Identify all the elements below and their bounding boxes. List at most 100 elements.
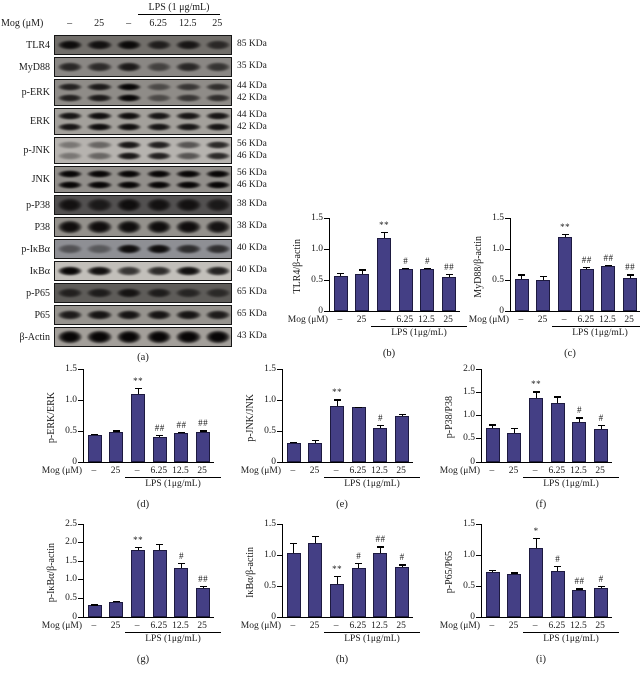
charts-row-ghi: p-IκBα/β-actin 0 0.5 1.0 1.5 2.0 2.5 ** # ## Mog (… <box>0 519 640 665</box>
blot-band <box>56 330 83 344</box>
error-bar <box>489 424 497 429</box>
bar <box>601 266 616 311</box>
bar-wrapper: ## <box>569 524 589 617</box>
panel-letter: (b) <box>382 348 396 359</box>
significance-label: ## <box>444 261 455 272</box>
error-bar <box>539 275 547 280</box>
error-bar <box>554 396 562 403</box>
bar-wrapper <box>85 524 105 617</box>
significance-label: # <box>555 553 561 564</box>
bar <box>594 588 609 617</box>
bars-group: * # ## # <box>482 524 612 617</box>
bar-chart-panel-h: IκBα/β-actin 0 0.5 1.0 1.5 ** # ## # Mog (μM) –25–… <box>241 519 420 665</box>
y-tick-mark <box>277 368 283 370</box>
blot-band <box>145 39 172 51</box>
blot-band <box>116 309 143 321</box>
bar-wrapper: ** <box>374 218 394 311</box>
x-category-label: 6.25 <box>349 621 367 631</box>
significance-label: ## <box>603 253 614 264</box>
bar <box>507 574 522 617</box>
blot-header: LPS (1 μg/mL) Mog (μM) – 25 – 6.25 12.5 25 <box>0 2 292 35</box>
y-tick-mark <box>505 310 511 312</box>
blot-band <box>175 123 202 131</box>
lps-group-label: LPS (1μg/mL) <box>523 477 619 489</box>
lps-group-row: LPS (1μg/mL) <box>83 477 221 494</box>
y-tick-label: 0 <box>72 456 77 467</box>
blot-band <box>116 112 143 120</box>
blot-protein-label: p-ERK <box>21 87 50 98</box>
y-axis-title-text: p-JNK/JNK <box>245 393 256 442</box>
significance-label: ** <box>379 220 390 231</box>
y-tick-mark <box>78 579 84 581</box>
x-category-label: – <box>380 315 386 325</box>
blot-strip <box>54 305 232 325</box>
blot-strip <box>54 108 232 135</box>
x-category-label: 25 <box>443 315 453 325</box>
blot-band <box>56 287 83 299</box>
x-category-label: 12.5 <box>371 466 388 476</box>
error-bar <box>489 569 497 573</box>
blot-band <box>86 170 113 178</box>
bar-wrapper <box>305 369 325 462</box>
bar-wrapper <box>106 524 126 617</box>
lps-group-row: LPS (1μg/mL) <box>83 632 221 649</box>
error-bar <box>583 266 591 269</box>
blot-band <box>175 330 202 344</box>
dose-label: 12.5 <box>178 18 197 29</box>
plot-area: 0 0.5 1.0 1.5 2.0 2.5 ** # ## <box>65 519 214 621</box>
bar <box>87 435 102 462</box>
bar <box>572 590 587 617</box>
kda-label: 38 KDa <box>232 221 267 232</box>
x-axis-labels: Mog (μM) –25–6.25 12.5 25 <box>42 621 213 631</box>
y-tick-mark <box>78 560 84 562</box>
bar <box>174 567 189 617</box>
blot-band <box>116 243 143 255</box>
bar <box>550 402 565 462</box>
blot-band <box>205 83 231 91</box>
blot-band <box>116 141 143 149</box>
kda-label: 44 KDa 42 KDa <box>232 81 267 104</box>
significance-label: ## <box>375 534 386 545</box>
blot-band <box>205 181 231 189</box>
mog-axis-label: Mog (μM) <box>240 621 281 631</box>
lps-group-row: LPS (1μg/mL) <box>282 632 420 649</box>
blot-strip <box>54 166 232 193</box>
plot-area: 0 0.5 1.0 1.5 ** ## ## ## <box>65 364 214 466</box>
bar-wrapper: ## <box>193 524 213 617</box>
charts-row-def: p-ERK/ERK 0 0.5 1.0 1.5 ** ## ## ## Mog (μM) –25–6… <box>0 364 640 510</box>
blot-row: ERK 44 KDa 42 KDa <box>0 108 292 135</box>
blot-protein-label: MyD88 <box>18 61 50 73</box>
blot-strip <box>54 239 232 259</box>
blot-band <box>86 243 113 255</box>
lps-group-label: LPS (1 μg/mL) <box>138 2 220 15</box>
mog-axis-label: Mog (μM) <box>1 18 44 29</box>
bar <box>351 407 366 462</box>
bar-wrapper: ** <box>526 369 546 462</box>
error-bar <box>604 265 612 267</box>
bar <box>109 601 124 617</box>
lps-group-row: LPS (1μg/mL) <box>282 477 420 494</box>
y-axis-title: p-P65/P65 <box>444 524 455 621</box>
kda-line: 35 KDa <box>237 61 267 72</box>
x-category-label: – <box>518 315 524 325</box>
bar-wrapper: ## <box>620 218 640 311</box>
kda-line: 46 KDa <box>237 179 267 190</box>
bar <box>550 571 565 617</box>
blot-band <box>205 61 231 73</box>
bar-wrapper <box>284 369 304 462</box>
bar <box>420 269 435 311</box>
y-tick-label: 2.0 <box>65 536 77 547</box>
y-tick-label: 1.5 <box>311 212 323 223</box>
bar <box>308 542 323 617</box>
blot-band <box>145 170 172 178</box>
x-category-label: 25 <box>396 621 406 631</box>
panel-letter: (f) <box>535 499 547 510</box>
blot-band <box>145 265 172 277</box>
y-tick-mark <box>476 616 482 618</box>
significance-label: # <box>178 551 184 562</box>
bar <box>514 278 529 311</box>
error-bar <box>554 565 562 572</box>
significance-label: # <box>576 405 582 416</box>
significance-label: # <box>403 255 409 266</box>
bars-group: ** ## ## ## <box>511 218 640 311</box>
